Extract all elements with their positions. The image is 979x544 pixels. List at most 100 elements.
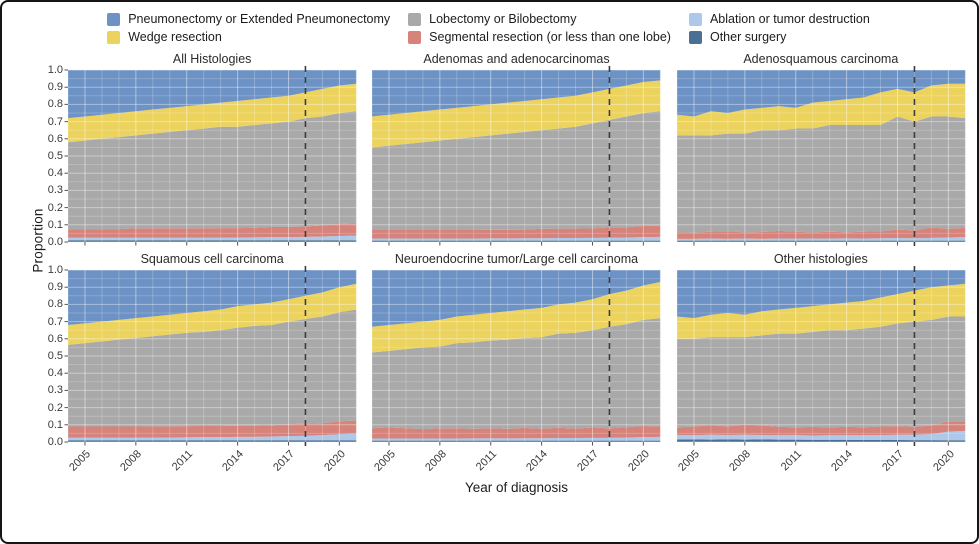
y-tick-labels: 1.0 0.9 0.8 0.7 0.6 0.5 0.4 0.3 0.2 0.1 0.0 bbox=[32, 52, 68, 252]
x-tick-label: 2014 bbox=[524, 448, 551, 474]
area-segmental bbox=[372, 426, 661, 439]
area-wedge bbox=[372, 80, 661, 148]
panel-title: All Histologies bbox=[172, 52, 252, 66]
area-lobectomy bbox=[372, 111, 661, 230]
y-tick-label: 0.8 bbox=[47, 298, 63, 311]
area-lobectomy bbox=[372, 318, 661, 430]
legend-item-wedge: Wedge resection bbox=[107, 30, 390, 44]
area-pneumonectomy bbox=[372, 70, 661, 117]
area-lobectomy bbox=[676, 116, 965, 233]
area-lobectomy bbox=[676, 316, 965, 428]
x-tick-label: 2017 bbox=[271, 448, 297, 474]
x-axis-title: Year of diagnosis bbox=[464, 480, 569, 495]
legend-label: Other surgery bbox=[709, 30, 787, 44]
stacked-area-plot bbox=[64, 66, 357, 246]
panel-all-histologies: All Histologies bbox=[64, 52, 357, 246]
x-axis-title-row: Year of diagnosis bbox=[12, 480, 965, 495]
y-tick-label: 0.0 bbox=[47, 236, 63, 248]
legend-item-other_surgery: Other surgery bbox=[688, 30, 870, 44]
panel-neuroendocrine-tumor-large-cell-carcinoma: Neuroendocrine tumor/Large cell carcinom… bbox=[371, 252, 662, 482]
panel-other-histologies: Other histologies 2005 2008 2011 2014 2017 202… bbox=[676, 252, 966, 482]
area-other_surgery bbox=[372, 440, 661, 442]
panel-adenosquamous-carcinoma: Adenosquamous carcinoma bbox=[676, 52, 966, 246]
y-tick-label: 0.6 bbox=[47, 132, 63, 145]
x-tick-label: 2008 bbox=[727, 448, 753, 474]
area-lobectomy bbox=[68, 309, 357, 427]
x-tick-labels: 2005 2008 2011 2014 2017 2020 bbox=[676, 442, 965, 482]
legend-swatch-lobectomy bbox=[408, 12, 422, 26]
area-ablation bbox=[372, 436, 661, 441]
area-wedge bbox=[676, 283, 965, 339]
legend-swatch-segmental bbox=[408, 30, 422, 44]
x-tick-label: 2020 bbox=[322, 448, 348, 474]
legend-swatch-pneumonectomy bbox=[107, 12, 121, 26]
area-segmental bbox=[68, 223, 357, 238]
stacked-area-plot bbox=[371, 266, 662, 446]
legend-label: Wedge resection bbox=[128, 30, 222, 44]
area-segmental bbox=[372, 225, 661, 239]
x-tick-label: 2005 bbox=[67, 448, 94, 474]
panel-squamous-cell-carcinoma: Squamous cell carcinoma 2005 2008 2011 2014 2… bbox=[64, 252, 357, 482]
chart-body: Proportion 1.0 0.9 0.8 0.7 0.6 0.5 0.4 0.3 0.2 0.… bbox=[12, 52, 966, 482]
area-other_surgery bbox=[68, 240, 357, 242]
legend-label: Lobectomy or Bilobectomy bbox=[429, 12, 577, 26]
x-tick-labels: 2005 2008 2011 2014 2017 2020 bbox=[68, 442, 356, 482]
x-tick-label: 2008 bbox=[118, 448, 145, 474]
stacked-area-plot bbox=[676, 266, 966, 446]
x-tick-label: 2014 bbox=[220, 448, 247, 474]
area-ablation bbox=[676, 237, 965, 241]
area-wedge bbox=[676, 83, 965, 136]
panel-title: Adenosquamous carcinoma bbox=[743, 52, 899, 66]
area-pneumonectomy bbox=[68, 270, 357, 326]
panel-adenomas-and-adenocarcinomas: Adenomas and adenocarcinomas bbox=[371, 52, 662, 246]
x-tick-label: 2011 bbox=[474, 448, 500, 474]
area-segmental bbox=[676, 227, 965, 239]
area-pneumonectomy bbox=[676, 70, 965, 117]
area-wedge bbox=[68, 283, 357, 345]
panel-title: Other histologies bbox=[773, 252, 868, 266]
area-wedge bbox=[68, 83, 357, 143]
area-pneumonectomy bbox=[676, 270, 965, 319]
x-tick-label: 2020 bbox=[930, 448, 957, 474]
area-segmental bbox=[68, 420, 357, 438]
y-tick-labels: 1.0 0.9 0.8 0.7 0.6 0.5 0.4 0.3 0.2 0.1 0.0 bbox=[32, 252, 68, 482]
panel-title: Neuroendocrine tumor/Large cell carcinom… bbox=[394, 252, 639, 266]
y-tick-label: 0.3 bbox=[47, 184, 63, 197]
area-ablation bbox=[68, 235, 357, 241]
panel-title: Squamous cell carcinoma bbox=[140, 252, 284, 266]
y-tick-label: 0.0 bbox=[47, 436, 63, 448]
area-ablation bbox=[372, 236, 661, 241]
y-tick-label: 0.5 bbox=[47, 350, 63, 362]
area-other_surgery bbox=[372, 240, 661, 242]
area-other_surgery bbox=[676, 439, 965, 442]
legend-label: Ablation or tumor destruction bbox=[709, 12, 870, 26]
area-other_surgery bbox=[68, 440, 357, 442]
area-other_surgery bbox=[676, 240, 965, 242]
area-ablation bbox=[68, 433, 357, 441]
y-tick-label: 0.7 bbox=[47, 115, 63, 128]
x-tick-label: 2005 bbox=[371, 448, 398, 474]
legend-swatch-other_surgery bbox=[688, 30, 702, 44]
x-tick-label: 2020 bbox=[626, 448, 653, 474]
legend-item-lobectomy: Lobectomy or Bilobectomy bbox=[408, 12, 671, 26]
legend-item-segmental: Segmental resection (or less than one lo… bbox=[408, 30, 671, 44]
x-tick-label: 2017 bbox=[879, 448, 906, 474]
area-lobectomy bbox=[68, 111, 357, 230]
x-tick-label: 2011 bbox=[778, 448, 804, 474]
x-tick-labels: 2005 2008 2011 2014 2017 2020 bbox=[372, 442, 660, 482]
legend: Pneumonectomy or Extended Pneumonectomy L… bbox=[107, 12, 870, 44]
y-tick-label: 0.1 bbox=[47, 418, 63, 431]
facet-row: 1.0 0.9 0.8 0.7 0.6 0.5 0.4 0.3 0.2 0.1 0.0 All His… bbox=[32, 52, 966, 252]
y-tick-label: 0.3 bbox=[47, 384, 63, 397]
legend-swatch-wedge bbox=[107, 30, 121, 44]
y-tick-label: 0.8 bbox=[47, 98, 63, 111]
x-tick-label: 2008 bbox=[422, 448, 449, 474]
legend-item-pneumonectomy: Pneumonectomy or Extended Pneumonectomy bbox=[107, 12, 390, 26]
y-tick-label: 0.5 bbox=[47, 150, 63, 162]
y-tick-label: 0.6 bbox=[47, 332, 63, 345]
y-tick-label: 0.1 bbox=[47, 218, 63, 231]
x-tick-label: 2014 bbox=[828, 448, 855, 474]
stacked-area-plot bbox=[371, 66, 662, 246]
area-wedge bbox=[372, 282, 661, 353]
